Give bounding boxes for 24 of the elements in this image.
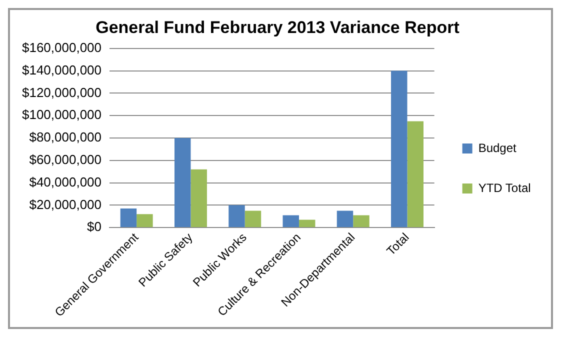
legend-label: YTD Total	[478, 180, 531, 195]
y-tick-label: $120,000,000	[22, 84, 102, 100]
y-tick-label: $80,000,000	[29, 130, 102, 145]
bar	[120, 208, 137, 228]
bar	[391, 70, 408, 228]
y-tick-label: $40,000,000	[29, 174, 102, 190]
bar	[336, 210, 354, 228]
bar	[136, 214, 153, 228]
bar	[244, 210, 262, 228]
bar	[407, 121, 424, 228]
bar	[174, 138, 191, 228]
bar	[298, 220, 316, 228]
y-tick-label: $60,000,000	[29, 152, 102, 167]
bar	[353, 215, 370, 228]
bar	[282, 215, 299, 228]
chart-title: General Fund February 2013 Variance Report	[96, 18, 460, 37]
y-tick-label: $160,000,000	[22, 40, 102, 55]
bar	[190, 169, 207, 228]
y-tick-label: $140,000,000	[22, 62, 102, 78]
y-tick-label: $20,000,000	[29, 196, 102, 212]
y-tick-label: $0	[87, 219, 102, 234]
y-tick-label: $100,000,000	[22, 107, 102, 122]
legend-label: Budget	[478, 140, 518, 155]
bar	[228, 205, 245, 228]
